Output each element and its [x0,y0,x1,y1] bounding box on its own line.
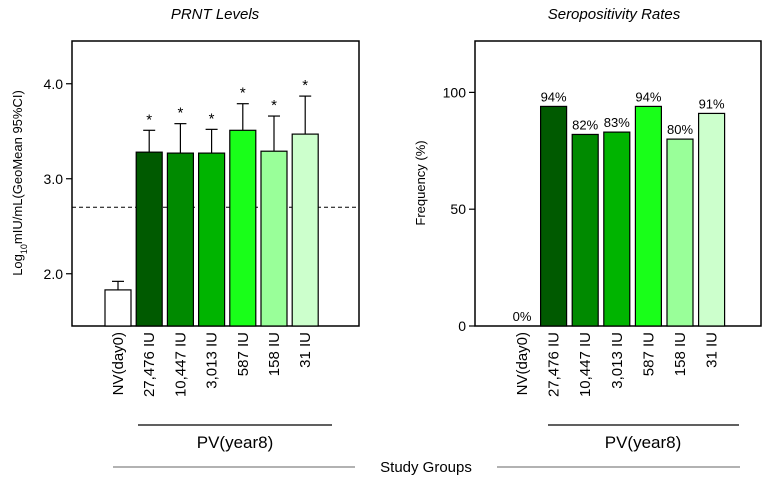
prnt-bar [166,152,194,327]
sero-data-label: 80% [667,122,693,137]
sero-category-label: 31 IU [704,332,721,368]
sero-title: Seropositivity Rates [548,6,681,23]
sero-data-label: 94% [541,89,567,104]
prnt-significance-mark: * [302,77,308,94]
prnt-category-label: 3,013 IU [204,332,221,389]
sero-data-label: 94% [635,89,661,104]
sero-category-label: 10,447 IU [577,332,594,397]
sero-bar [666,138,694,327]
sero-data-label: 91% [699,96,725,111]
prnt-significance-mark: * [271,97,277,114]
prnt-category-label: 587 IU [235,332,252,376]
sero-category-label: 3,013 IU [609,332,626,389]
prnt-ylabel: Log10mIU/mL(GeoMean 95%CI) [10,90,29,276]
prnt-bar [260,150,288,327]
sero-bar [571,133,599,327]
prnt-ytick-label: 2.0 [44,266,64,282]
prnt-category-label: NV(day0) [110,332,127,395]
prnt-bar [198,152,226,327]
prnt-significance-mark: * [209,110,215,127]
sero-bar [603,131,631,327]
sero-bar [539,105,568,327]
sero-category-label: 587 IU [640,332,657,376]
prnt-ytick-label: 3.0 [44,171,64,187]
prnt-bar [291,133,319,327]
sero-ytick-label: 50 [450,201,466,217]
sero-data-label: 83% [604,115,630,130]
sero-data-label: 82% [572,117,598,132]
sero-ytick-label: 0 [458,318,466,334]
study-groups-label: Study Groups [380,459,472,476]
prnt-category-label: 31 IU [297,332,314,368]
prnt-title: PRNT Levels [171,6,260,23]
sero-data-label: 0% [513,309,532,324]
prnt-significance-mark: * [177,105,183,122]
prnt-bar [104,289,132,327]
prnt-category-label: 27,476 IU [141,332,158,397]
prnt-bar [229,129,257,327]
prnt-category-label: 158 IU [266,332,283,376]
prnt-ytick-label: 4.0 [44,76,64,92]
sero-group-label: PV(year8) [605,433,682,452]
sero-ytick-label: 100 [443,84,467,100]
prnt-category-label: 10,447 IU [172,332,189,397]
prnt-significance-mark: * [240,85,246,102]
sero-category-label: NV(day0) [514,332,531,395]
sero-bar [634,105,663,327]
sero-category-label: 27,476 IU [546,332,563,397]
prnt-group-label: PV(year8) [197,433,274,452]
sero-category-label: 158 IU [672,332,689,376]
sero-bar [697,112,726,327]
sero-ylabel: Frequency (%) [413,140,428,225]
prnt-significance-mark: * [146,111,152,128]
prnt-bar [135,151,163,327]
